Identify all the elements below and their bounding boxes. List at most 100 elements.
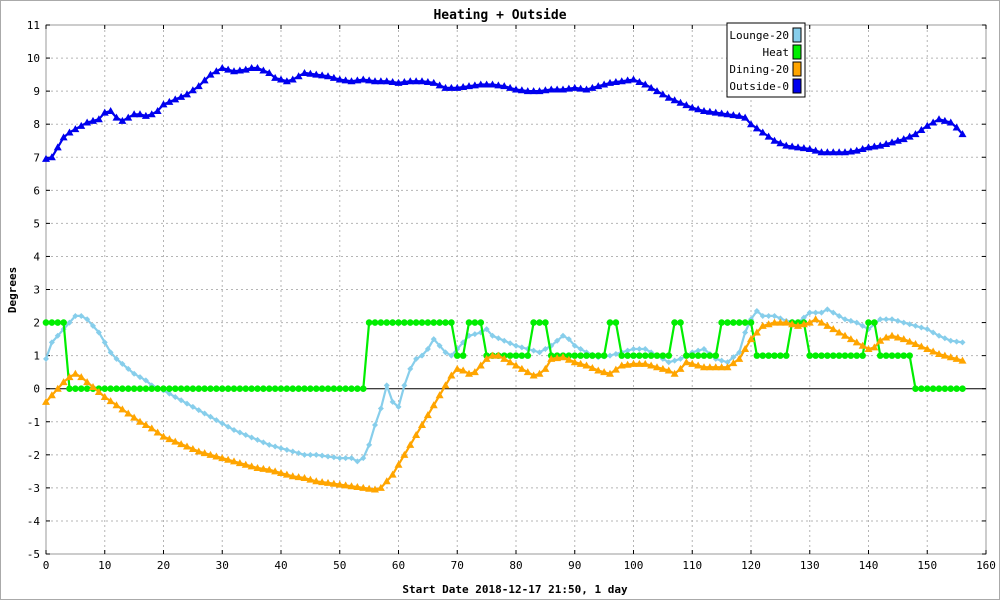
series-point-dining-20 [412,430,421,438]
series-point-dining-20 [623,360,632,368]
series-point-dining-20 [365,484,374,492]
series-point-dining-20 [929,347,938,355]
series-point-outside-0 [412,77,421,85]
series-point-heat [806,352,814,359]
series-point-heat [242,385,250,392]
series-point-outside-0 [835,148,844,156]
series-point-lounge-20 [319,452,326,459]
series-point-lounge-20 [254,436,261,443]
series-point-dining-20 [682,358,691,366]
series-point-heat [201,385,208,392]
series-point-heat [148,385,156,392]
series-point-heat [530,319,537,326]
series-point-dining-20 [688,359,697,367]
series-point-outside-0 [717,109,726,117]
series-point-outside-0 [823,148,832,156]
y-tick-label: 10 [27,52,40,65]
series-point-outside-0 [259,66,268,74]
series-point-heat [436,319,443,326]
series-point-heat [254,385,261,392]
series-point-lounge-20 [501,337,508,344]
series-point-lounge-20 [72,312,79,319]
x-tick-label: 150 [917,559,937,572]
series-point-dining-20 [100,392,109,400]
series-point-dining-20 [547,354,556,362]
series-point-outside-0 [112,113,121,121]
series-point-lounge-20 [189,403,196,410]
series-point-dining-20 [65,373,74,381]
series-point-dining-20 [805,318,814,326]
series-point-outside-0 [359,75,368,83]
series-point-lounge-20 [624,347,631,354]
series-point-dining-20 [359,483,368,491]
series-point-lounge-20 [231,427,237,434]
legend-label: Heat [763,46,790,59]
series-point-lounge-20 [78,312,85,319]
series-point-outside-0 [905,132,914,140]
series-point-outside-0 [917,125,926,133]
series-point-lounge-20 [536,349,543,356]
series-point-dining-20 [294,473,303,481]
series-point-dining-20 [83,378,92,386]
series-point-lounge-20 [242,431,249,438]
series-point-outside-0 [312,70,321,78]
series-point-dining-20 [71,369,80,377]
series-point-heat [536,319,543,326]
y-tick-label: -4 [27,515,41,528]
series-point-dining-20 [382,477,391,485]
series-point-lounge-20 [924,326,931,333]
series-point-lounge-20 [742,329,749,336]
x-tick-label: 30 [216,559,229,572]
series-point-outside-0 [535,87,544,95]
series-point-outside-0 [465,82,473,90]
series-point-lounge-20 [530,347,537,354]
series-point-dining-20 [635,359,644,367]
series-point-outside-0 [423,78,432,86]
series-point-heat [412,319,420,326]
y-tick-label: -2 [27,449,40,462]
series-point-dining-20 [476,361,485,369]
series-point-dining-20 [611,365,620,373]
series-point-outside-0 [799,144,808,152]
series-point-heat [912,385,919,392]
series-point-lounge-20 [806,309,813,316]
series-point-heat [224,385,232,392]
x-tick-label: 80 [509,559,522,572]
series-point-dining-20 [958,356,967,364]
series-point-dining-20 [935,349,943,357]
series-point-outside-0 [371,77,379,85]
series-point-heat [730,319,737,326]
series-point-heat [119,385,126,392]
series-point-lounge-20 [348,455,355,462]
series-point-dining-20 [870,343,879,351]
series-point-lounge-20 [636,346,643,353]
series-point-lounge-20 [930,329,937,336]
series-point-heat [671,319,678,326]
series-point-heat [389,319,396,326]
series-point-lounge-20 [48,339,55,346]
series-point-heat [718,319,725,326]
series-point-heat [48,319,56,326]
series-point-dining-20 [600,368,609,376]
series-point-dining-20 [259,464,268,472]
series-point-heat [876,352,884,359]
series-point-lounge-20 [213,417,220,424]
series-point-lounge-20 [936,332,942,339]
series-point-outside-0 [470,81,479,89]
y-tick-label: 2 [33,317,40,330]
series-point-outside-0 [559,85,567,93]
series-point-outside-0 [165,97,174,105]
series-point-dining-20 [212,452,221,460]
y-tick-label: 4 [33,250,40,263]
series-point-lounge-20 [906,321,913,328]
series-point-heat [542,319,549,326]
chart-title: Heating + Outside [433,8,566,23]
series-point-heat [230,385,238,392]
series-point-heat [295,385,302,392]
series-point-lounge-20 [918,324,925,331]
series-point-outside-0 [106,106,115,114]
series-point-outside-0 [418,77,426,85]
series-point-heat [565,352,573,359]
